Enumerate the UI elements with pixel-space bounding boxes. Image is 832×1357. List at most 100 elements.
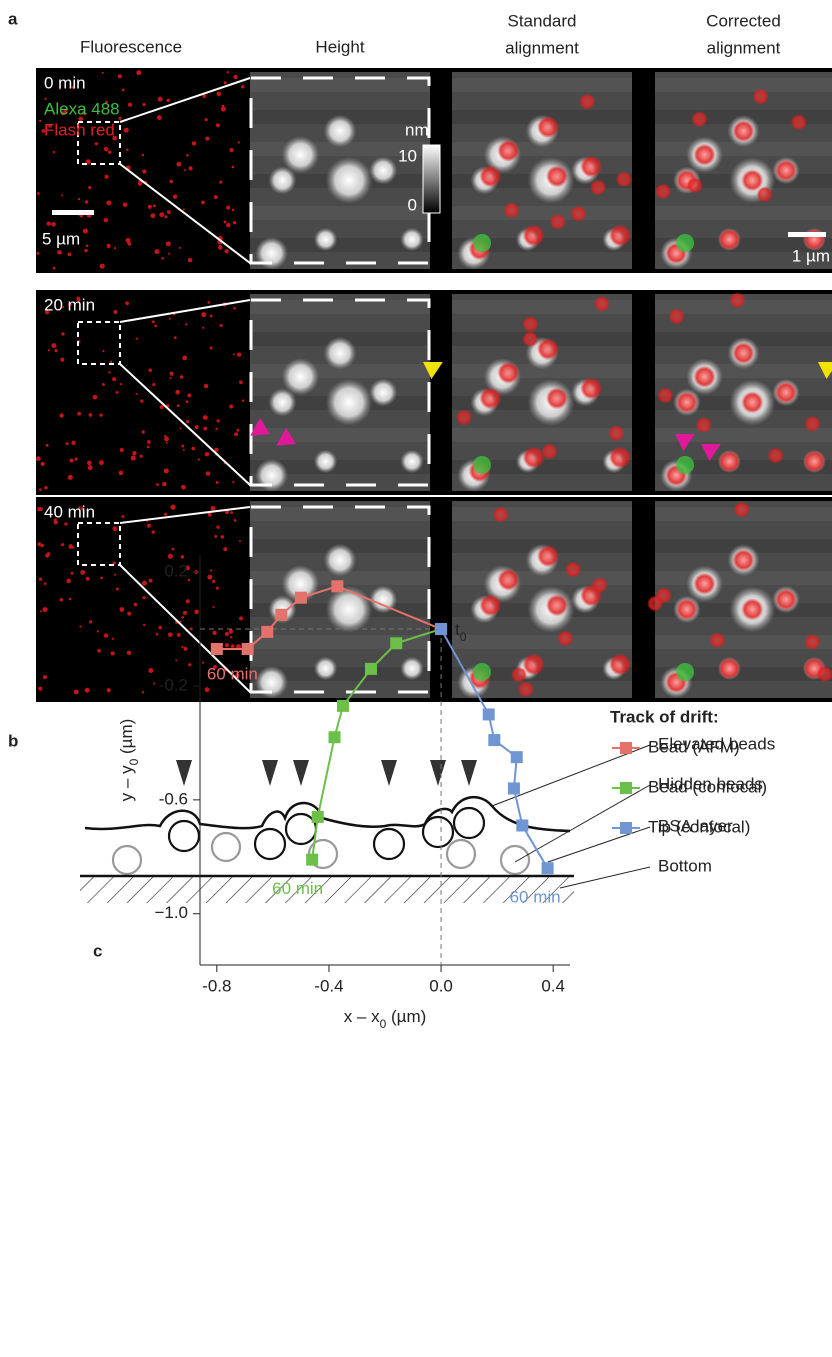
fluor-dot: [186, 420, 189, 423]
x-tick-label: 0.4: [541, 976, 565, 995]
fluor-dot: [74, 458, 77, 461]
fluor-dot: [167, 99, 170, 102]
fluor-dot: [181, 445, 184, 448]
fluor-dot: [138, 182, 142, 186]
data-point: [261, 626, 273, 638]
green-spot: [473, 456, 491, 474]
red-spot: [694, 144, 716, 166]
scale-bar: [788, 232, 826, 237]
fluor-dot: [134, 603, 138, 607]
fluor-dot: [164, 435, 167, 438]
legend-title: Track of drift:: [610, 707, 719, 726]
fluor-dot: [203, 427, 207, 431]
afm-blob: [326, 157, 373, 204]
red-spot: [546, 165, 568, 187]
fluor-dot: [100, 264, 105, 269]
panel-letter: b: [8, 731, 18, 750]
fluor-dot: [66, 442, 69, 445]
fluor-dot: [127, 242, 131, 246]
fluor-dot: [161, 257, 164, 260]
fluor-dot: [159, 212, 164, 217]
data-point: [312, 811, 324, 823]
fluor-dot: [229, 148, 233, 152]
fluor-dot: [202, 662, 204, 664]
fluor-dot: [169, 377, 171, 379]
fluor-dot: [177, 633, 181, 637]
fluor-dot: [51, 343, 56, 348]
fluor-dot: [147, 524, 151, 528]
fluor-dot: [205, 136, 209, 140]
red-spot: [609, 653, 631, 675]
fluor-dot: [106, 200, 111, 205]
fluor-dot: [214, 535, 217, 538]
fluor-dot: [97, 649, 101, 653]
fluor-dot: [164, 468, 169, 473]
red-spot: [493, 507, 509, 523]
fluor-dot: [36, 456, 41, 461]
fluor-dot: [237, 352, 241, 356]
green-spot: [473, 663, 491, 681]
fluor-dot: [54, 349, 57, 352]
red-spot: [734, 502, 750, 518]
fluor-dot: [143, 624, 145, 626]
fluor-dot: [194, 609, 199, 614]
red-spot: [804, 634, 820, 650]
red-spot: [709, 632, 725, 648]
fluor-dot: [154, 324, 157, 327]
fluor-dot: [39, 488, 42, 491]
legend-label: Tip (confocal): [648, 817, 750, 836]
fluor-dot: [229, 404, 233, 408]
red-spot: [718, 228, 740, 250]
red-spot: [546, 594, 568, 616]
fluor-dot: [157, 115, 162, 120]
fluor-dot: [60, 598, 63, 601]
red-spot: [609, 224, 631, 246]
fluor-dot: [68, 544, 73, 549]
fluor-dot: [126, 149, 129, 152]
fluor-dot: [93, 395, 98, 400]
elevated-bead: [454, 808, 484, 838]
fluor-dot: [182, 356, 187, 361]
red-spot: [504, 202, 520, 218]
red-spot: [733, 120, 755, 142]
y-axis-label-part: (µm): [117, 719, 136, 759]
fluor-dot: [216, 481, 219, 484]
fluor-dot: [183, 647, 187, 651]
fluor-dot: [219, 181, 222, 184]
fluor-dot: [162, 482, 166, 486]
fluor-dot: [180, 375, 183, 378]
fluor-dot: [169, 318, 171, 320]
fluor-dot: [128, 103, 132, 107]
fluor-dot: [152, 320, 155, 323]
fluor-dot: [184, 169, 186, 171]
fluor-dot: [213, 606, 215, 608]
fluor-dot: [158, 626, 162, 630]
afm-blob: [369, 156, 397, 184]
fluor-dot: [136, 338, 138, 340]
red-spot: [570, 206, 586, 222]
colorbar-label: 0: [408, 195, 417, 214]
fluor-dot: [220, 324, 223, 327]
elevated-bead: [286, 814, 316, 844]
red-spot: [580, 156, 602, 178]
fluor-dot: [121, 515, 124, 518]
y-axis-label-part: y – y: [117, 765, 136, 801]
red-spot: [479, 165, 501, 187]
fluor-dot: [43, 675, 47, 679]
data-point: [242, 643, 254, 655]
fluor-dot: [120, 383, 122, 385]
fluor-dot: [127, 651, 131, 655]
red-spot: [592, 577, 608, 593]
data-point: [508, 782, 520, 794]
red-spot: [775, 160, 797, 182]
fluor-dot: [179, 247, 181, 249]
fluor-dot: [40, 610, 42, 612]
fluor-dot: [192, 447, 196, 451]
red-spot: [456, 410, 472, 426]
fluor-dot: [151, 531, 154, 534]
column-header: Standard: [508, 11, 577, 30]
afm-blob: [255, 459, 288, 492]
figure: FluorescenceHeightStandardalignmentCorre…: [0, 0, 832, 1357]
fluor-dot: [239, 540, 241, 542]
fluor-dot: [216, 587, 219, 590]
